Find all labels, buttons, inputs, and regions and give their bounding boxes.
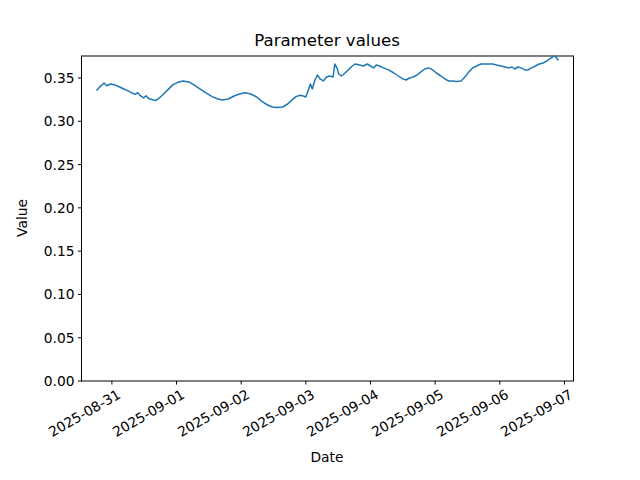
y-tick-label: 0.05 (44, 330, 75, 346)
y-tick-label: 0.20 (44, 200, 75, 216)
y-tick-label: 0.00 (44, 373, 75, 389)
data-line (97, 56, 558, 108)
plot-border (82, 56, 574, 381)
y-tick-label: 0.30 (44, 113, 75, 129)
y-tick-label: 0.10 (44, 286, 75, 302)
chart-title: Parameter values (81, 31, 573, 50)
y-tick-label: 0.15 (44, 243, 75, 259)
y-tick-label: 0.25 (44, 157, 75, 173)
matplotlib-figure: Parameter values Date Value 2025-08-3120… (0, 0, 640, 480)
y-axis-label: Value (14, 199, 30, 237)
x-axis-label: Date (81, 449, 573, 465)
y-tick-label: 0.35 (44, 70, 75, 86)
